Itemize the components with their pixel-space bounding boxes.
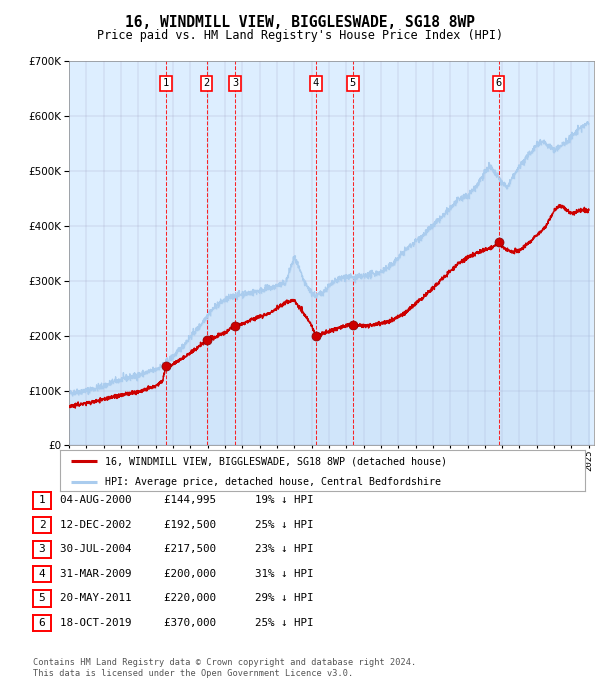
Text: 6: 6 [496, 78, 502, 88]
Text: 16, WINDMILL VIEW, BIGGLESWADE, SG18 8WP: 16, WINDMILL VIEW, BIGGLESWADE, SG18 8WP [125, 15, 475, 30]
Text: 2: 2 [38, 520, 46, 530]
Text: 2: 2 [203, 78, 210, 88]
Text: 6: 6 [38, 618, 46, 628]
Text: 1: 1 [163, 78, 169, 88]
Text: 16, WINDMILL VIEW, BIGGLESWADE, SG18 8WP (detached house): 16, WINDMILL VIEW, BIGGLESWADE, SG18 8WP… [104, 456, 446, 466]
Text: 20-MAY-2011     £220,000      29% ↓ HPI: 20-MAY-2011 £220,000 29% ↓ HPI [60, 594, 314, 603]
Text: 12-DEC-2002     £192,500      25% ↓ HPI: 12-DEC-2002 £192,500 25% ↓ HPI [60, 520, 314, 530]
Text: 18-OCT-2019     £370,000      25% ↓ HPI: 18-OCT-2019 £370,000 25% ↓ HPI [60, 618, 314, 628]
Text: 31-MAR-2009     £200,000      31% ↓ HPI: 31-MAR-2009 £200,000 31% ↓ HPI [60, 569, 314, 579]
Text: 4: 4 [38, 569, 46, 579]
Text: HPI: Average price, detached house, Central Bedfordshire: HPI: Average price, detached house, Cent… [104, 477, 440, 487]
Text: 1: 1 [38, 496, 46, 505]
Text: 3: 3 [38, 545, 46, 554]
Text: This data is licensed under the Open Government Licence v3.0.: This data is licensed under the Open Gov… [33, 668, 353, 678]
Text: 5: 5 [350, 78, 356, 88]
Text: 04-AUG-2000     £144,995      19% ↓ HPI: 04-AUG-2000 £144,995 19% ↓ HPI [60, 496, 314, 505]
Text: 3: 3 [232, 78, 238, 88]
Text: Price paid vs. HM Land Registry's House Price Index (HPI): Price paid vs. HM Land Registry's House … [97, 29, 503, 41]
Text: 4: 4 [313, 78, 319, 88]
Text: Contains HM Land Registry data © Crown copyright and database right 2024.: Contains HM Land Registry data © Crown c… [33, 658, 416, 667]
Text: 5: 5 [38, 594, 46, 603]
Text: 30-JUL-2004     £217,500      23% ↓ HPI: 30-JUL-2004 £217,500 23% ↓ HPI [60, 545, 314, 554]
